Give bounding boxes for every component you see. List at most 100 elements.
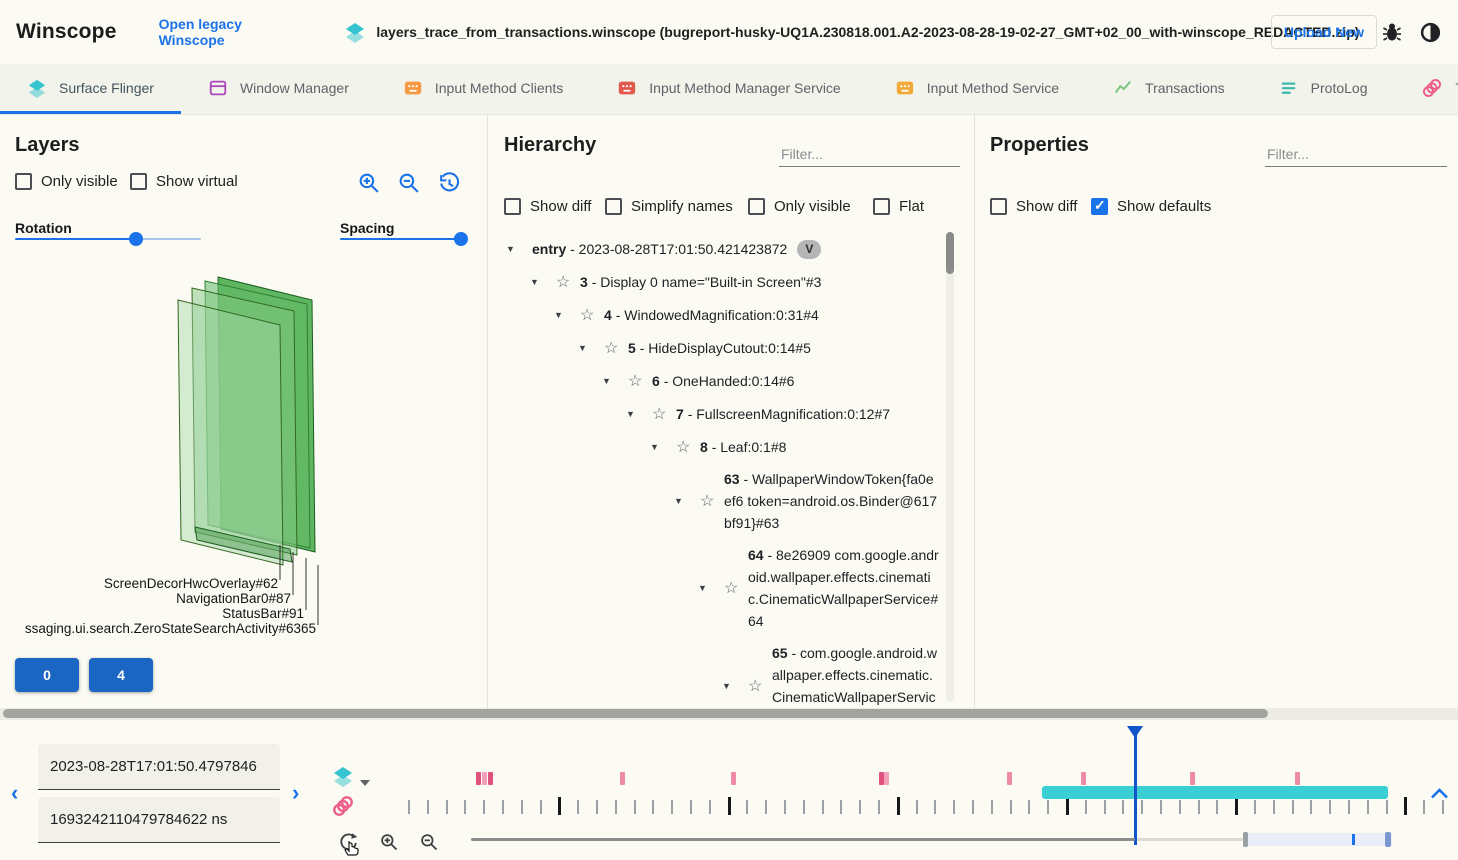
transition-event-mark[interactable]	[476, 772, 481, 785]
expand-arrow-icon[interactable]: ▼	[602, 375, 611, 386]
tree-node-entry[interactable]: ▼ entry - 2023-08-28T17:01:50.421423872 V	[488, 232, 941, 265]
checkbox[interactable]	[605, 198, 622, 215]
tab-input-method-manager-service[interactable]: Input Method Manager Service	[590, 64, 867, 114]
timestamp-human-input[interactable]	[38, 744, 280, 790]
checkbox[interactable]	[748, 198, 765, 215]
expand-arrow-icon[interactable]: ▼	[554, 309, 563, 320]
show-diff-checkbox[interactable]: Show diff	[504, 198, 591, 215]
hierarchy-filter-input[interactable]	[779, 142, 960, 167]
transition-event-mark[interactable]	[884, 772, 889, 785]
expand-arrow-icon[interactable]: ▼	[650, 441, 659, 452]
star-icon[interactable]: ☆	[604, 339, 619, 357]
checkbox[interactable]	[1091, 197, 1108, 215]
reset-view-icon[interactable]	[437, 171, 462, 196]
expand-arrow-icon[interactable]: ▼	[578, 342, 587, 353]
tree-node[interactable]: ▼ ☆ 8 - Leaf:0:1#8	[650, 438, 787, 456]
transition-event-mark[interactable]	[1190, 772, 1195, 785]
tab-protolog[interactable]: ProtoLog	[1252, 64, 1395, 114]
horizontal-scrollbar[interactable]	[0, 708, 1458, 720]
transition-event-mark[interactable]	[1007, 772, 1012, 785]
rotation-slider[interactable]	[15, 232, 201, 246]
prev-entry-button[interactable]: ‹	[11, 780, 19, 805]
expand-arrow-icon[interactable]: ▼	[530, 276, 539, 287]
transition-event-mark[interactable]	[620, 772, 625, 785]
flat-checkbox[interactable]: Flat	[873, 198, 924, 215]
star-icon[interactable]: ☆	[748, 678, 763, 695]
selected-range-bar[interactable]	[1042, 786, 1388, 799]
zoom-window[interactable]	[1243, 833, 1392, 846]
show-diff-checkbox[interactable]: Show diff	[990, 198, 1077, 215]
transition-event-mark[interactable]	[488, 772, 493, 785]
timeline-cursor[interactable]	[1134, 727, 1137, 845]
tab-input-method-service[interactable]: Input Method Service	[868, 64, 1086, 114]
tree-node[interactable]: ▼ ☆ 6 - OneHanded:0:14#6	[602, 372, 795, 390]
transitions-icon[interactable]	[331, 794, 355, 818]
layers-icon[interactable]	[332, 765, 354, 787]
display-id-button[interactable]: 0	[15, 658, 79, 692]
transition-event-mark[interactable]	[1295, 772, 1300, 785]
expand-arrow-icon[interactable]: ▼	[698, 583, 707, 593]
bug-report-icon[interactable]	[1381, 21, 1403, 43]
tab-surface-flinger[interactable]: Surface Flinger	[0, 64, 181, 114]
timeline-cursor-head[interactable]	[1127, 726, 1143, 738]
star-icon[interactable]: ☆	[556, 273, 571, 291]
expand-arrow-icon[interactable]: ▼	[626, 408, 635, 419]
hierarchy-scrollbar[interactable]	[946, 232, 954, 702]
zoom-slider-track[interactable]	[471, 838, 1135, 841]
tab-transitions[interactable]: Transitions	[1394, 64, 1458, 114]
checkbox[interactable]	[504, 198, 521, 215]
tree-node[interactable]: ▼ ☆ 63 - WallpaperWindowToken{fa0eef6 to…	[674, 471, 938, 531]
upload-new-button[interactable]: Upload New	[1270, 15, 1377, 49]
only-visible-checkbox[interactable]: Only visible	[748, 198, 851, 215]
zoom-window-left-handle[interactable]	[1243, 832, 1248, 847]
checkbox[interactable]	[130, 173, 147, 190]
star-icon[interactable]: ☆	[628, 372, 643, 390]
timestamp-ns-input[interactable]	[38, 797, 280, 843]
tab-input-method-clients[interactable]: Input Method Clients	[376, 64, 590, 114]
show-virtual-checkbox[interactable]: Show virtual	[130, 173, 238, 190]
show-defaults-checkbox[interactable]: Show defaults	[1091, 197, 1211, 215]
spacing-slider[interactable]	[340, 232, 468, 246]
slider-thumb[interactable]	[128, 232, 143, 246]
expand-arrow-icon[interactable]: ▼	[722, 681, 731, 691]
transition-event-mark[interactable]	[482, 772, 487, 785]
trace-selector-caret-icon[interactable]	[360, 780, 370, 786]
zoom-in-icon[interactable]	[357, 171, 382, 196]
star-icon[interactable]: ☆	[724, 580, 739, 597]
tab-window-manager[interactable]: Window Manager	[181, 64, 376, 114]
transition-event-mark[interactable]	[879, 772, 884, 785]
tree-node[interactable]: ▼ ☆ 4 - WindowedMagnification:0:31#4	[554, 306, 819, 324]
collapse-timeline-icon[interactable]	[1430, 787, 1449, 800]
next-entry-button[interactable]: ›	[292, 780, 300, 805]
star-icon[interactable]: ☆	[580, 306, 595, 324]
scrollbar-thumb[interactable]	[946, 232, 954, 274]
zoom-out-icon[interactable]	[419, 832, 440, 853]
zoom-window-right-handle[interactable]	[1385, 832, 1391, 847]
tree-node[interactable]: ▼ ☆ 3 - Display 0 name="Built-in Screen"…	[530, 273, 822, 291]
tree-node[interactable]: ▼ ☆ 7 - FullscreenMagnification:0:12#7	[626, 405, 891, 423]
dark-mode-icon[interactable]	[1419, 21, 1442, 44]
expand-arrow-icon[interactable]: ▼	[506, 243, 515, 254]
transition-event-mark[interactable]	[731, 772, 736, 785]
zoom-slider-track-light[interactable]	[1137, 838, 1243, 841]
only-visible-checkbox[interactable]: Only visible	[15, 173, 118, 190]
transition-event-mark[interactable]	[1081, 772, 1086, 785]
layers-3d-scene[interactable]: ScreenDecorHwcOverlay#62 NavigationBar0#…	[0, 258, 470, 648]
checkbox[interactable]	[873, 198, 890, 215]
tree-node[interactable]: ▼ ☆ 5 - HideDisplayCutout:0:14#5	[578, 339, 811, 357]
open-legacy-winscope-link[interactable]: Open legacy Winscope	[158, 16, 242, 48]
star-icon[interactable]: ☆	[676, 438, 691, 456]
tab-transactions[interactable]: Transactions	[1086, 64, 1252, 114]
simplify-names-checkbox[interactable]: Simplify names	[605, 198, 733, 215]
slider-thumb[interactable]	[453, 232, 468, 246]
zoom-in-icon[interactable]	[379, 832, 400, 853]
checkbox[interactable]	[15, 173, 32, 190]
display-id-button[interactable]: 4	[89, 658, 153, 692]
tree-node[interactable]: ▼ ☆ 64 - 8e26909 com.google.android.wall…	[698, 547, 939, 629]
expand-arrow-icon[interactable]: ▼	[674, 496, 683, 506]
scrollbar-thumb[interactable]	[3, 709, 1268, 718]
checkbox[interactable]	[990, 198, 1007, 215]
star-icon[interactable]: ☆	[700, 493, 715, 510]
zoom-out-icon[interactable]	[397, 171, 422, 196]
star-icon[interactable]: ☆	[652, 405, 667, 423]
